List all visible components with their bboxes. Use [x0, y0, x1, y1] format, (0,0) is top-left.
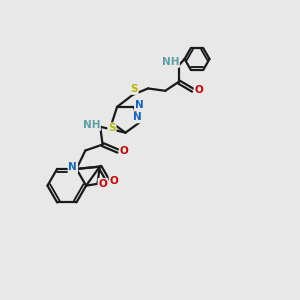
Text: O: O [194, 85, 203, 95]
Text: N: N [133, 112, 142, 122]
Text: N: N [135, 100, 144, 110]
Text: O: O [120, 146, 128, 155]
Text: O: O [110, 176, 118, 186]
Text: O: O [98, 179, 107, 189]
Text: NH: NH [82, 120, 100, 130]
Text: N: N [68, 162, 77, 172]
Text: S: S [130, 84, 138, 94]
Text: NH: NH [161, 57, 179, 67]
Text: S: S [108, 123, 116, 133]
